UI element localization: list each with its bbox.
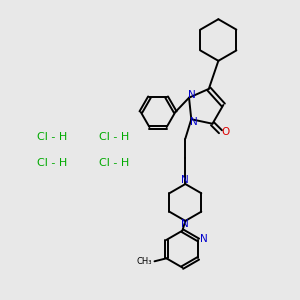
Text: Cl - H: Cl - H xyxy=(37,132,67,142)
Text: O: O xyxy=(221,127,229,137)
Text: N: N xyxy=(182,176,189,185)
Text: N: N xyxy=(182,220,189,230)
Text: N: N xyxy=(188,90,195,100)
Text: Cl - H: Cl - H xyxy=(99,158,130,168)
Text: N: N xyxy=(200,234,208,244)
Text: CH₃: CH₃ xyxy=(136,257,152,266)
Text: Cl - H: Cl - H xyxy=(99,132,130,142)
Text: Cl - H: Cl - H xyxy=(37,158,67,168)
Text: N: N xyxy=(190,117,197,127)
